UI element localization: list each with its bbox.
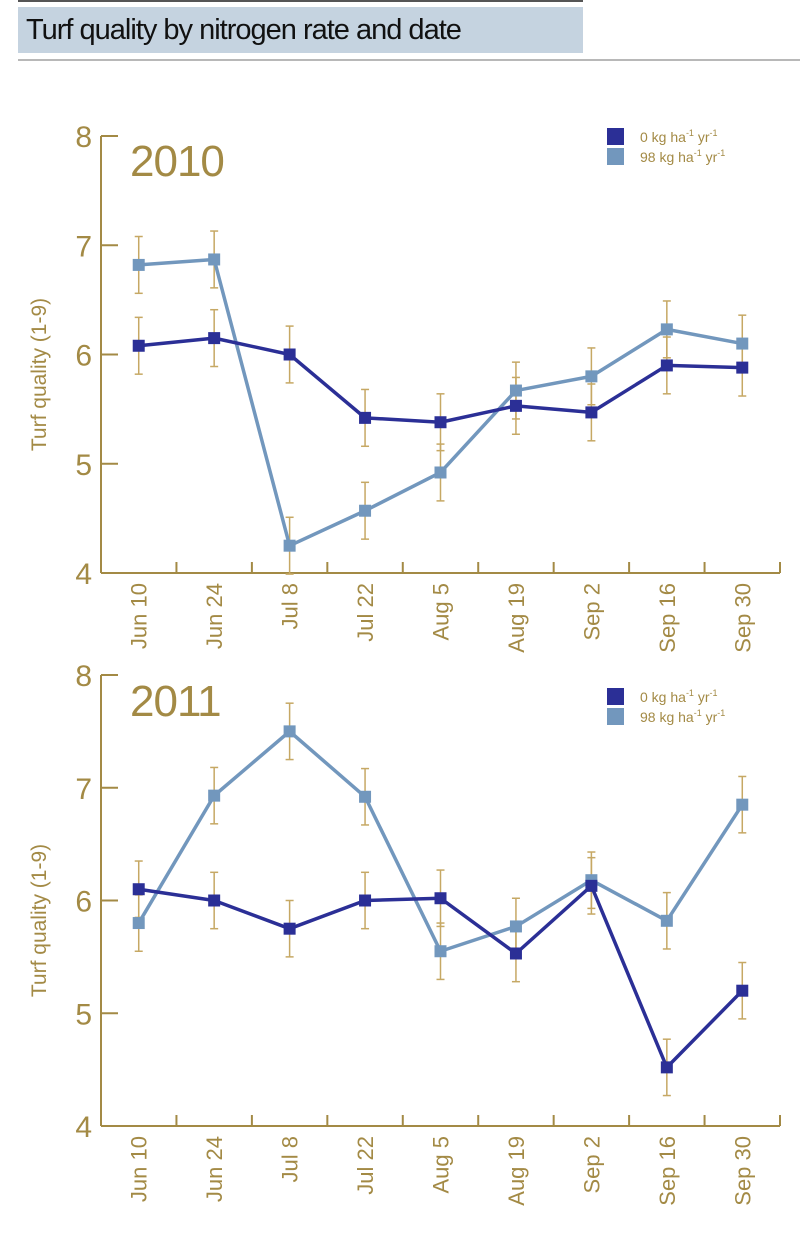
data-point-0kg <box>736 361 749 374</box>
x-tick-label: Sep 2 <box>579 1136 604 1194</box>
legend-swatch-98kg <box>607 148 624 165</box>
data-point-98kg <box>359 504 372 517</box>
data-point-0kg <box>359 894 372 907</box>
chart-year-title: 2010 <box>130 137 224 186</box>
y-tick-label: 7 <box>75 230 92 263</box>
chart-2010: 4 5 6 7 8 Jun 10 Jun 24 Jul 8 Jul 22 Aug 5 Aug 19 S… <box>28 121 781 653</box>
x-tick-label: Sep 2 <box>579 583 604 641</box>
data-point-98kg <box>283 725 296 738</box>
legend-label-98kg: 98 kg ha-1 yr-1 <box>640 148 725 165</box>
data-point-0kg <box>585 879 598 892</box>
figure-title: Turf quality by nitrogen rate and date <box>26 14 462 46</box>
y-tick-label: 5 <box>75 449 92 482</box>
legend-label-0kg: 0 kg ha-1 yr-1 <box>640 688 718 705</box>
legend-label-superscript: -1 <box>686 688 694 698</box>
separator-rule <box>18 59 800 61</box>
data-point-98kg <box>208 789 221 802</box>
data-point-98kg <box>736 337 749 350</box>
x-tick-label: Jul 22 <box>353 1136 378 1195</box>
legend-label-base: 98 kg ha <box>640 149 694 165</box>
legend-swatch-0kg <box>607 688 624 705</box>
legend-label-0kg: 0 kg ha-1 yr-1 <box>640 128 718 145</box>
legend-label-unit: yr <box>694 129 710 145</box>
data-point-98kg <box>660 914 673 927</box>
data-point-0kg <box>660 359 673 372</box>
x-tick-label: Aug 19 <box>504 583 529 653</box>
data-point-0kg <box>132 339 145 352</box>
x-tick-label: Jun 10 <box>127 583 152 649</box>
legend: 0 kg ha-1 yr-198 kg ha-1 yr-1 <box>607 688 725 725</box>
x-tick-label: Jul 8 <box>278 1136 303 1182</box>
data-point-98kg <box>736 798 749 811</box>
legend-label-superscript: -1 <box>717 708 725 718</box>
x-tick-label: Jun 10 <box>127 1136 152 1202</box>
data-point-0kg <box>283 348 296 361</box>
legend-label-base: 0 kg ha <box>640 689 686 705</box>
y-axis-label: Turf quality (1-9) <box>28 298 51 451</box>
legend-swatch-0kg <box>607 128 624 145</box>
data-point-98kg <box>434 466 447 479</box>
data-point-98kg <box>359 790 372 803</box>
x-tick-label: Sep 16 <box>655 583 680 653</box>
data-point-0kg <box>509 399 522 412</box>
x-tick-label: Sep 30 <box>730 583 755 653</box>
legend-label-base: 0 kg ha <box>640 129 686 145</box>
legend-label-superscript: -1 <box>694 148 702 158</box>
data-point-98kg <box>434 945 447 958</box>
chart-year-title: 2011 <box>130 677 221 726</box>
data-point-98kg <box>585 370 598 383</box>
y-tick-label: 6 <box>75 886 92 919</box>
data-point-0kg <box>208 332 221 345</box>
legend-label-superscript: -1 <box>717 148 725 158</box>
legend-label-superscript: -1 <box>710 688 718 698</box>
data-point-0kg <box>132 883 145 896</box>
legend-label-unit: yr <box>702 709 718 725</box>
data-point-0kg <box>660 1061 673 1074</box>
x-tick-label: Jun 24 <box>202 583 227 649</box>
legend-label-superscript: -1 <box>710 128 718 138</box>
legend: 0 kg ha-1 yr-198 kg ha-1 yr-1 <box>607 128 725 165</box>
data-point-98kg <box>283 539 296 552</box>
data-point-98kg <box>509 920 522 933</box>
data-point-0kg <box>585 406 598 419</box>
data-point-98kg <box>132 917 145 930</box>
data-point-0kg <box>509 947 522 960</box>
data-point-0kg <box>434 892 447 905</box>
x-tick-label: Jun 24 <box>202 1136 227 1202</box>
y-tick-label: 5 <box>75 998 92 1031</box>
data-point-98kg <box>132 258 145 271</box>
x-tick-label: Aug 19 <box>504 1136 529 1206</box>
legend-label-unit: yr <box>702 149 718 165</box>
data-point-98kg <box>509 384 522 397</box>
legend-label-superscript: -1 <box>694 708 702 718</box>
x-tick-label: Jul 22 <box>353 583 378 642</box>
y-tick-label: 4 <box>75 1111 92 1144</box>
data-point-0kg <box>434 416 447 429</box>
x-tick-label: Sep 30 <box>730 1136 755 1206</box>
y-tick-label: 7 <box>75 773 92 806</box>
legend-swatch-98kg <box>607 708 624 725</box>
title-banner: Turf quality by nitrogen rate and date <box>18 7 583 53</box>
chart-2011: 4 5 6 7 8 Jun 10 Jun 24 Jul 8 Jul 22 Aug 5 Aug 19 S… <box>28 660 781 1206</box>
top-rule <box>18 0 583 2</box>
y-tick-label: 4 <box>75 558 92 591</box>
x-tick-label: Jul 8 <box>278 583 303 629</box>
x-tick-label: Sep 16 <box>655 1136 680 1206</box>
y-axis-label: Turf quality (1-9) <box>28 844 51 997</box>
y-tick-label: 8 <box>75 660 92 693</box>
legend-label-base: 98 kg ha <box>640 709 694 725</box>
legend-label-unit: yr <box>694 689 710 705</box>
y-tick-label: 6 <box>75 340 92 373</box>
data-point-0kg <box>736 984 749 997</box>
x-tick-label: Aug 5 <box>429 1136 454 1194</box>
legend-label-98kg: 98 kg ha-1 yr-1 <box>640 708 725 725</box>
data-point-98kg <box>208 253 221 266</box>
legend-label-superscript: -1 <box>686 128 694 138</box>
y-tick-label: 8 <box>75 121 92 154</box>
x-tick-label: Aug 5 <box>429 583 454 641</box>
data-point-98kg <box>660 323 673 336</box>
data-point-0kg <box>359 411 372 424</box>
data-point-0kg <box>283 922 296 935</box>
data-point-0kg <box>208 894 221 907</box>
